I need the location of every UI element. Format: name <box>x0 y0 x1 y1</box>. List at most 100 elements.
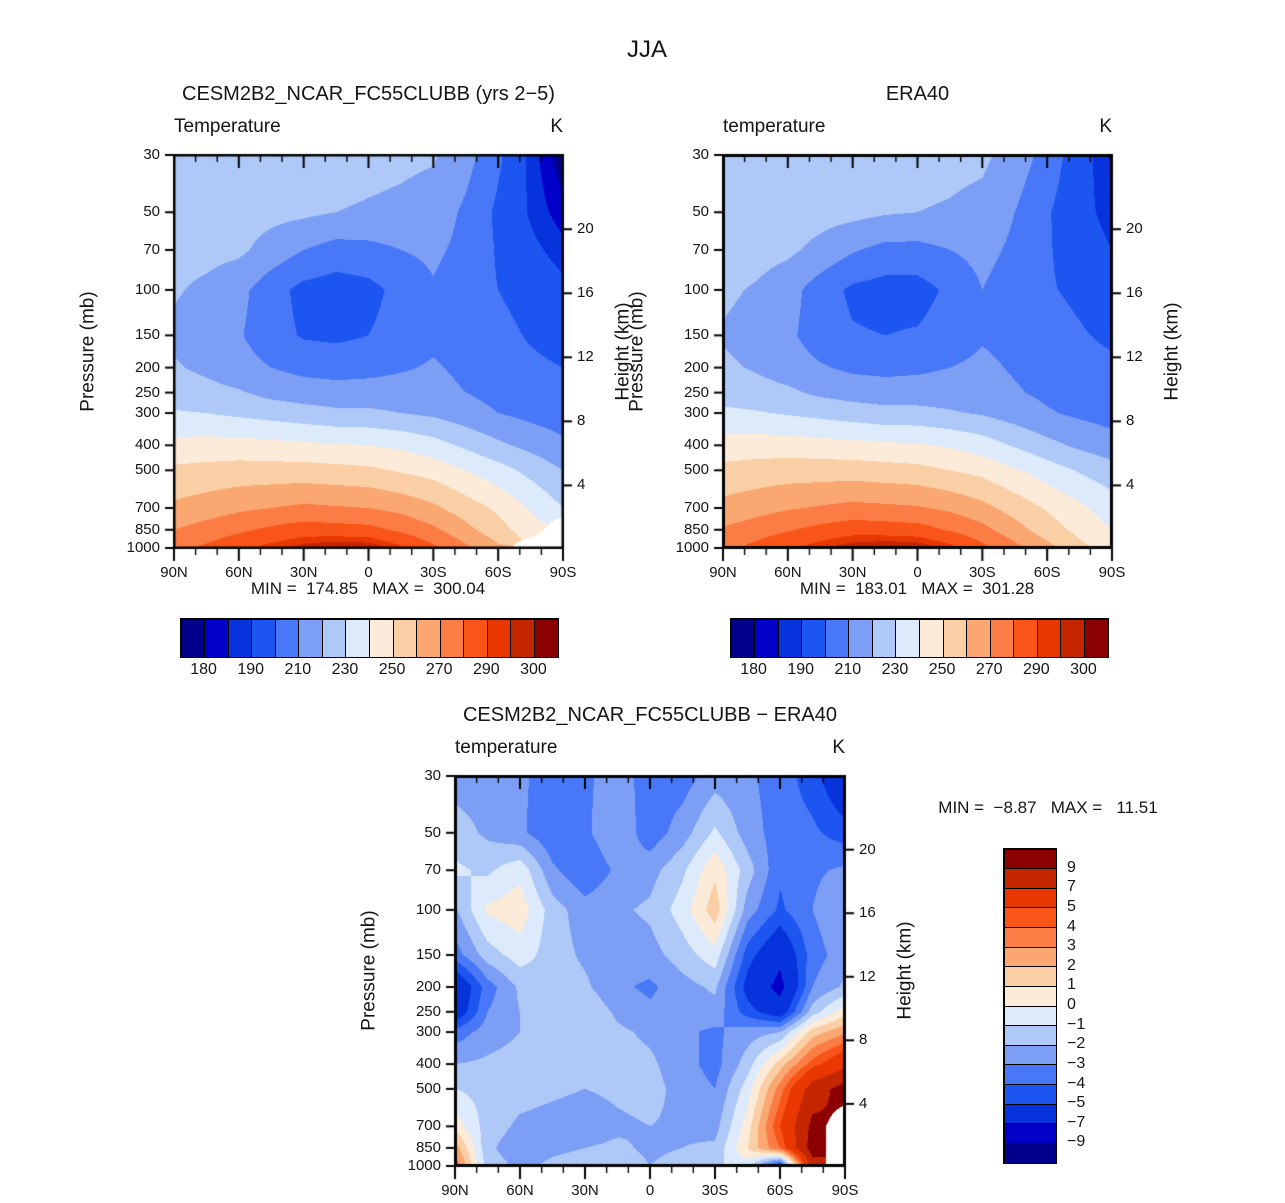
pressure-tick-label: 200 <box>134 358 160 376</box>
pressure-tick-label: 700 <box>683 499 709 517</box>
panel-unit-label: K <box>1099 116 1112 137</box>
colorbar-cell <box>1083 618 1109 658</box>
colorbar-tick-label: 190 <box>787 661 815 678</box>
colorbar-tick-label: 250 <box>928 661 956 678</box>
colorbar <box>730 618 1109 658</box>
height-tick-label: 16 <box>1126 284 1143 302</box>
panel-subtitle-left: temperature <box>455 737 558 758</box>
height-tick-label: 8 <box>859 1031 868 1049</box>
colorbar-cell <box>392 618 418 658</box>
colorbar-cell <box>1003 907 1057 928</box>
latitude-tick-label: 60S <box>1033 564 1061 581</box>
colorbar-cell <box>345 618 370 658</box>
colorbar-tick-label: 0 <box>1067 996 1076 1013</box>
pressure-axis-title: Pressure (mb) <box>626 290 648 412</box>
colorbar-cell <box>1013 618 1038 658</box>
colorbar-tick-label: 180 <box>740 661 767 678</box>
latitude-tick-label: 90S <box>831 1182 859 1199</box>
colorbar-cell <box>463 618 488 658</box>
latitude-tick-label: 90S <box>1098 564 1126 581</box>
panel-title: CESM2B2_NCAR_FC55CLUBB − ERA40 <box>462 704 838 726</box>
pressure-tick-label: 1000 <box>675 539 709 556</box>
latitude-tick-label: 90N <box>160 564 188 581</box>
pressure-tick-label: 400 <box>415 1055 441 1073</box>
pressure-axis-title: Pressure (mb) <box>358 910 380 1031</box>
colorbar-cell <box>754 618 779 658</box>
pressure-tick-label: 500 <box>134 461 160 479</box>
pressure-tick-label: 50 <box>692 203 709 221</box>
colorbar-cell <box>180 618 206 658</box>
height-tick-label: 4 <box>577 476 586 494</box>
colorbar-tick-label: 230 <box>881 661 909 678</box>
colorbar-cell <box>439 618 465 658</box>
height-tick-label: 16 <box>859 904 876 922</box>
latitude-tick-label: 0 <box>364 564 373 581</box>
latitude-tick-label: 60N <box>506 1182 534 1199</box>
latitude-tick-label: 90S <box>549 564 577 581</box>
colorbar-tick-label: 290 <box>472 661 500 678</box>
colorbar-tick-label: 7 <box>1067 878 1076 896</box>
colorbar-cell <box>1003 848 1057 870</box>
pressure-tick-label: 250 <box>415 1002 441 1020</box>
pressure-tick-label: 1000 <box>407 1157 441 1174</box>
colorbar-tick-label: 300 <box>520 661 547 678</box>
panel-subtitle-left: temperature <box>723 116 826 137</box>
latitude-tick-label: 30S <box>701 1182 729 1199</box>
colorbar <box>180 618 559 658</box>
colorbar-tick-label: 270 <box>975 661 1003 678</box>
colorbar-tick-label: −2 <box>1067 1035 1086 1053</box>
colorbar-cell <box>298 618 323 658</box>
height-tick-label: 4 <box>859 1094 868 1112</box>
pressure-tick-label: 850 <box>415 1138 441 1156</box>
pressure-tick-label: 150 <box>683 326 709 344</box>
latitude-tick-label: 30S <box>968 564 996 581</box>
figure-title: JJA <box>626 36 667 63</box>
pressure-tick-label: 30 <box>143 146 160 163</box>
colorbar-cell <box>1003 1025 1057 1046</box>
pressure-tick-label: 400 <box>683 436 709 454</box>
colorbar-cell <box>1003 946 1057 968</box>
colorbar <box>1003 848 1057 1164</box>
colorbar-tick-label: −9 <box>1067 1133 1086 1151</box>
pressure-tick-label: 300 <box>683 404 709 422</box>
colorbar-tick-label: 230 <box>331 661 359 678</box>
panel-unit-label: K <box>832 737 845 758</box>
colorbar-tick-label: 1 <box>1067 976 1076 994</box>
colorbar-tick-label: 3 <box>1067 937 1076 955</box>
pressure-tick-label: 300 <box>415 1023 441 1041</box>
pressure-tick-label: 200 <box>415 977 441 995</box>
colorbar-tick-label: −7 <box>1067 1113 1086 1131</box>
colorbar-tick-label: 210 <box>284 661 312 678</box>
latitude-tick-label: 60N <box>225 564 253 581</box>
pressure-tick-label: 30 <box>692 146 709 163</box>
colorbar-cell <box>848 618 873 658</box>
pressure-tick-label: 70 <box>692 240 709 258</box>
latitude-tick-label: 60N <box>774 564 802 581</box>
height-tick-label: 4 <box>1126 476 1135 494</box>
pressure-tick-label: 200 <box>683 358 709 376</box>
pressure-tick-label: 700 <box>134 499 160 517</box>
colorbar-cell <box>274 618 300 658</box>
latitude-tick-label: 0 <box>645 1182 655 1199</box>
height-tick-label: 12 <box>1126 348 1143 366</box>
pressure-tick-label: 150 <box>415 946 441 963</box>
colorbar-tick-label: 210 <box>834 661 862 678</box>
latitude-tick-label: 30N <box>571 1182 599 1199</box>
colorbar-tick-label: 290 <box>1022 661 1050 678</box>
colorbar-tick-label: 180 <box>190 661 217 678</box>
colorbar-cell <box>919 618 944 658</box>
pressure-tick-label: 500 <box>683 461 709 479</box>
colorbar-cell <box>1003 966 1057 987</box>
pressure-tick-label: 250 <box>683 383 709 401</box>
pressure-tick-label: 70 <box>143 240 160 258</box>
colorbar-cell <box>1003 927 1057 948</box>
colorbar-cell <box>1003 1064 1057 1085</box>
pressure-tick-label: 700 <box>415 1117 441 1135</box>
colorbar-cell <box>1003 1044 1057 1066</box>
pressure-tick-label: 400 <box>134 436 160 454</box>
panel-unit-label: K <box>550 116 563 137</box>
pressure-tick-label: 850 <box>683 520 709 538</box>
pressure-tick-label: 150 <box>134 326 160 344</box>
pressure-tick-label: 300 <box>134 404 160 422</box>
